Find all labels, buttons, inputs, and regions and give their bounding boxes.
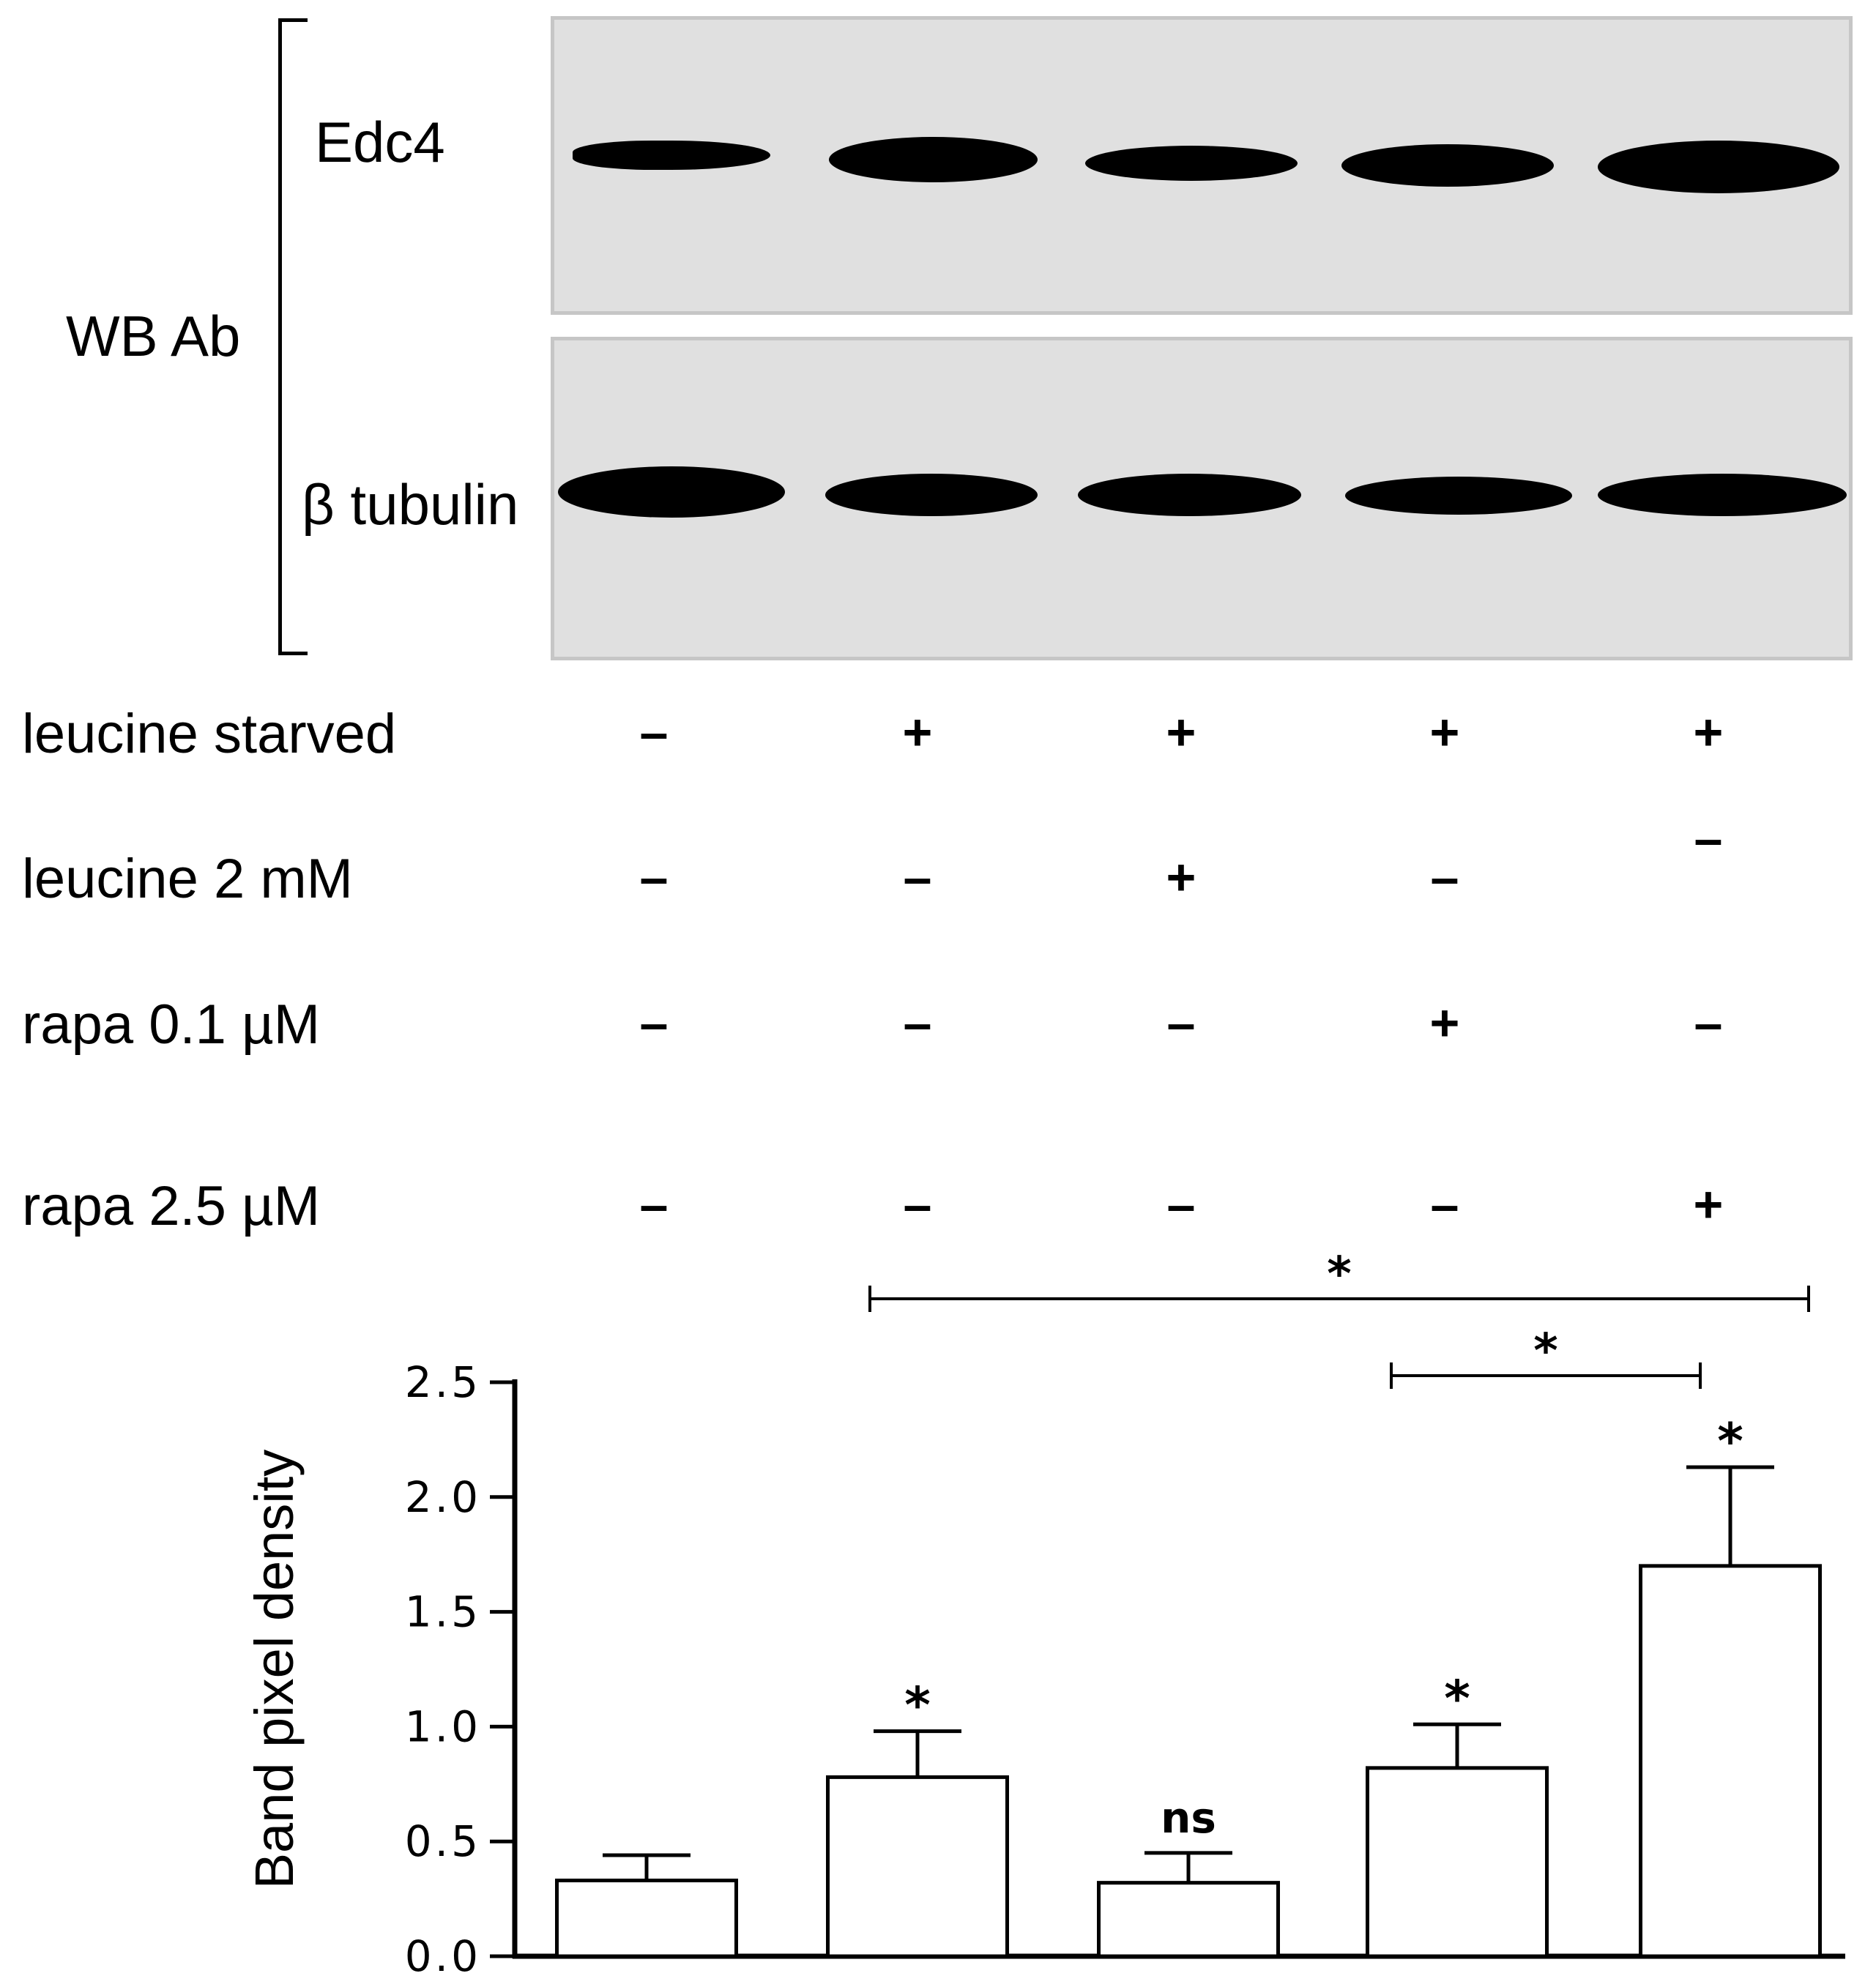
- wb-ab-label: WB Ab: [66, 304, 241, 368]
- y-tick-label: 1.0: [405, 1701, 481, 1751]
- condition-sign: –: [1694, 994, 1723, 1051]
- bar-annotation: *: [1444, 1670, 1470, 1728]
- condition-sign: +: [1429, 704, 1460, 761]
- condition-sign: –: [903, 1176, 932, 1233]
- condition-label: rapa 2.5 µM: [22, 1175, 321, 1237]
- bar: [1097, 1881, 1280, 1958]
- y-tick-label: 0.5: [405, 1816, 481, 1866]
- edc4-band-lane-3: [1085, 146, 1298, 181]
- condition-sign: –: [1430, 849, 1459, 906]
- condition-label: leucine starved: [22, 703, 397, 765]
- blot-bracket: [278, 18, 308, 655]
- condition-sign: +: [1429, 994, 1460, 1051]
- condition-sign: –: [1166, 994, 1196, 1051]
- condition-sign: +: [1693, 1176, 1724, 1233]
- condition-sign: –: [903, 994, 932, 1051]
- tubulin-band-lane-4: [1345, 477, 1572, 515]
- bar-annotation: ns: [1161, 1793, 1216, 1843]
- condition-sign: +: [1166, 849, 1196, 906]
- condition-sign: +: [1693, 704, 1724, 761]
- bar: [1639, 1564, 1822, 1958]
- tubulin-band-lane-5: [1598, 474, 1847, 516]
- condition-label: rapa 0.1 µM: [22, 993, 321, 1056]
- condition-sign: –: [1166, 1176, 1196, 1233]
- edc4-label: Edc4: [315, 110, 445, 174]
- y-axis-label: Band pixel density: [244, 1450, 305, 1890]
- y-tick-label: 2.0: [405, 1472, 481, 1522]
- tubulin-label: β tubulin: [302, 472, 519, 537]
- condition-sign: –: [639, 849, 669, 906]
- tubulin-blot-panel: [551, 337, 1853, 660]
- y-tick-label: 1.5: [405, 1587, 481, 1637]
- significance-label: *: [1533, 1324, 1557, 1379]
- significance-label: *: [1327, 1248, 1351, 1302]
- bar: [1366, 1766, 1549, 1958]
- edc4-band-lane-4: [1341, 144, 1554, 187]
- tubulin-band-lane-3: [1078, 474, 1301, 516]
- y-tick-label: 2.5: [405, 1357, 481, 1407]
- edc4-band-lane-1: [573, 141, 770, 170]
- density-bar-chart: 0.0 0.5 1.0 1.5 2.0 2.5 Band pixel density * ns *…: [244, 1248, 1845, 1976]
- condition-sign: +: [1166, 704, 1196, 761]
- edc4-blot-panel: [551, 16, 1853, 315]
- condition-sign: +: [902, 704, 933, 761]
- bar-annotation: *: [904, 1677, 931, 1735]
- edc4-band-lane-5: [1598, 141, 1839, 193]
- edc4-band-lane-2: [829, 137, 1038, 182]
- tubulin-band-lane-2: [825, 474, 1038, 516]
- condition-sign: –: [1430, 1176, 1459, 1233]
- condition-sign: –: [1694, 810, 1723, 867]
- bar: [826, 1775, 1009, 1958]
- y-tick-label: 0.0: [405, 1931, 481, 1976]
- condition-sign: –: [903, 849, 932, 906]
- condition-sign: –: [639, 704, 669, 761]
- condition-label: leucine 2 mM: [22, 848, 353, 910]
- condition-sign: –: [639, 994, 669, 1051]
- condition-sign: –: [639, 1176, 669, 1233]
- bar-annotation: *: [1717, 1413, 1743, 1471]
- bar: [555, 1879, 738, 1958]
- tubulin-band-lane-1: [558, 466, 785, 518]
